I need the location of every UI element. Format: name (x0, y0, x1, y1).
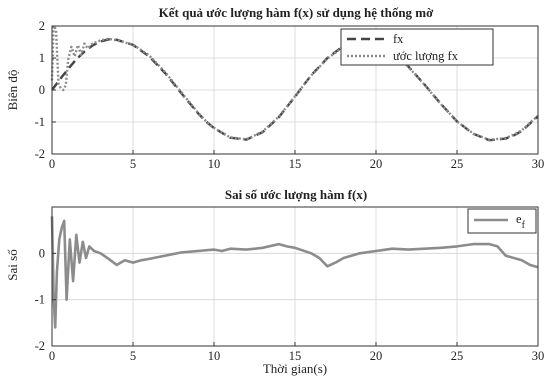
x-tick-label: 10 (208, 349, 221, 363)
x-tick-label: 15 (289, 157, 302, 171)
y-axis-label-bottom: Sai số (5, 249, 20, 281)
y-tick-label: -2 (35, 147, 45, 161)
x-tick-label: 20 (370, 157, 383, 171)
x-tick-label: 5 (130, 157, 136, 171)
legend-label: fx (393, 32, 404, 46)
x-tick-label: 30 (532, 349, 545, 363)
y-tick-label: 0 (39, 246, 45, 260)
x-tick-label: 25 (451, 157, 464, 171)
chart-title-bottom: Sai số ước lượng hàm f(x) (225, 187, 367, 202)
chart-title-top: Kết quả ước lượng hàm f(x) sử dụng hệ th… (159, 5, 434, 20)
y-tick-label: 2 (39, 19, 45, 33)
x-tick-label: 30 (532, 157, 545, 171)
y-axis-label-top: Biên độ (5, 70, 20, 111)
y-tick-label: 0 (39, 83, 45, 97)
x-tick-label: 25 (451, 349, 464, 363)
legend-label: ef (516, 212, 526, 231)
y-tick-label: -1 (35, 293, 45, 307)
x-tick-label: 15 (289, 349, 302, 363)
x-tick-label: 0 (49, 349, 55, 363)
panel-error: Sai số ước lượng hàm f(x) Sai số Thời gi… (5, 187, 544, 376)
y-tick-label: 1 (39, 51, 45, 65)
x-tick-label: 10 (208, 157, 221, 171)
y-tick-label: -1 (35, 115, 45, 129)
x-tick-label: 5 (130, 349, 136, 363)
x-axis-label-bottom: Thời gian(s) (263, 361, 327, 376)
x-tick-label: 20 (370, 349, 383, 363)
panel-estimation: Kết quả ước lượng hàm f(x) sử dụng hệ th… (5, 5, 544, 171)
y-tick-label: -2 (35, 339, 45, 353)
x-tick-label: 0 (49, 157, 55, 171)
legend-box (340, 28, 494, 66)
legend-label: ước lượng fx (393, 49, 459, 63)
series-line-error (50, 216, 539, 329)
